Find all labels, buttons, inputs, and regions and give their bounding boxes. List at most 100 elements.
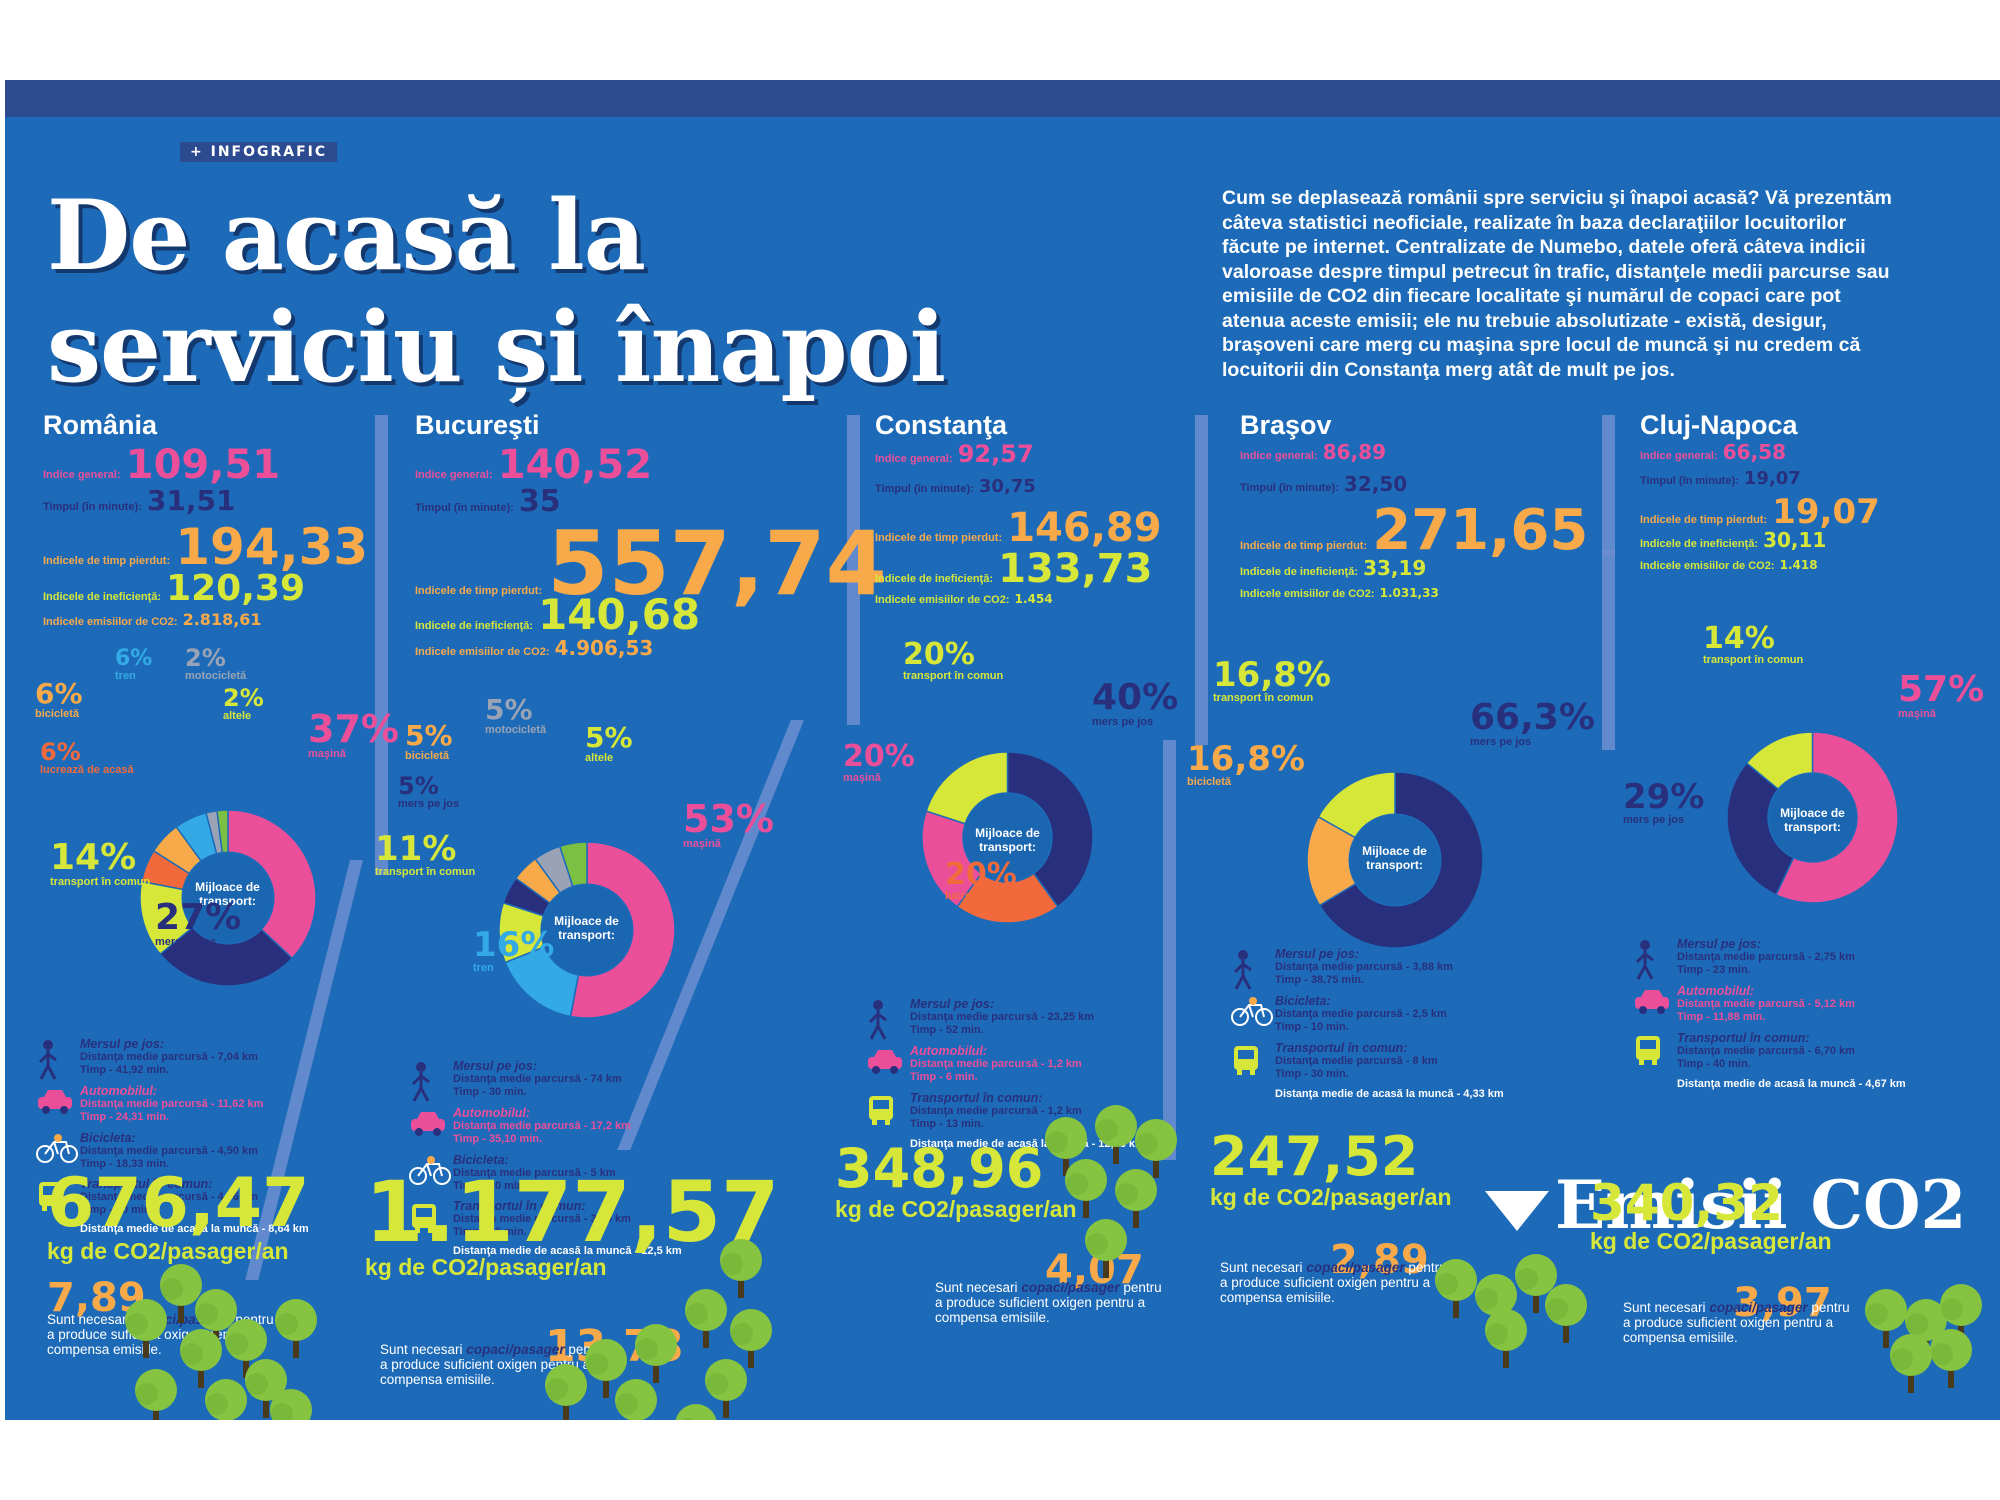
detail-heading: Transportul în comun: xyxy=(453,1199,586,1213)
donut-label-brasov: Mijloace de transport: xyxy=(1362,844,1427,872)
value: 92,57 xyxy=(957,440,1034,468)
donut-hole xyxy=(542,885,632,975)
pedestrian-icon xyxy=(1231,950,1255,994)
distanta-text: Distanţa medie de acasă la muncă - 4,67 … xyxy=(1677,1078,1906,1090)
tree-icon xyxy=(1863,1288,1909,1354)
donut-hole xyxy=(1769,774,1856,861)
pct-romania-3: 6% lucrează de acasă xyxy=(40,740,134,776)
value: 31,51 xyxy=(146,484,236,517)
bicycle-icon xyxy=(1231,997,1273,1031)
pct-label: transport în comun xyxy=(1703,654,1804,666)
value: 35 xyxy=(518,484,561,519)
pct-value: 40% xyxy=(1092,677,1179,718)
detail-line: Timp - 10 min. xyxy=(1275,1021,1349,1033)
pct-label: bicicletă xyxy=(35,708,80,720)
label: Indice general: xyxy=(415,469,493,481)
detail-heading: Automobilul: xyxy=(80,1084,158,1098)
pct-value: 5% xyxy=(398,772,439,800)
pct-value: 20% xyxy=(843,739,915,774)
label: Indice general: xyxy=(43,469,121,481)
tree-icon xyxy=(1063,1158,1109,1224)
pct-label: motocicletă xyxy=(485,724,547,736)
pct-label: bicicletă xyxy=(405,750,450,762)
pedestrian-icon xyxy=(36,1040,60,1084)
detail-heading: Transportul în comun: xyxy=(910,1091,1043,1105)
copaci-text-bucuresti: Sunt necesari copaci/pasager pentru a pr… xyxy=(380,1342,610,1387)
pedestrian-icon xyxy=(1633,940,1657,984)
pct-value: 5% xyxy=(405,719,453,752)
label: Indicele de ineficienţă: xyxy=(415,620,533,632)
detail-heading: Automobilul: xyxy=(910,1044,988,1058)
car-icon xyxy=(866,1047,904,1079)
detail-romania-mers: Mersul pe jos: Distanţa medie parcursă - … xyxy=(80,1038,258,1077)
pct-label: motocicletă xyxy=(185,670,247,682)
title-line-1: De acasă la xyxy=(47,179,646,292)
co2-unit: kg de CO2/pasager/an xyxy=(47,1238,289,1264)
copaci-text-cluj: Sunt necesari copaci/pasager pentru a pr… xyxy=(1623,1300,1853,1345)
detail-heading: Mersul pe jos: xyxy=(80,1037,165,1051)
romania-emisii: Indicele emisiilor de CO2: 2.818,61 xyxy=(43,610,262,629)
constanta-emisii: Indicele emisiilor de CO2: 1.454 xyxy=(875,588,1053,607)
brasov-emisii: Indicele emisiilor de CO2: 1.031,33 xyxy=(1240,582,1439,601)
pct-value: 6% xyxy=(35,677,83,710)
label: Indice general: xyxy=(1640,450,1718,462)
romania-general: Indice general: 109,51 xyxy=(43,442,280,488)
pct-label: maşină xyxy=(1898,708,1936,720)
detail-cluj-trans: Transportul în comun: Distanţa medie parc… xyxy=(1677,1032,1855,1071)
donut-slice-3 xyxy=(925,751,1009,825)
detail-heading: Bicicleta: xyxy=(1275,994,1331,1008)
tree-icon xyxy=(613,1378,659,1420)
pct-label: maşină xyxy=(308,748,346,760)
detail-heading: Mersul pe jos: xyxy=(910,997,995,1011)
donut-slice-7 xyxy=(216,809,229,854)
detail-constanta-auto: Automobilul: Distanţa medie parcursă - 1,… xyxy=(910,1045,1082,1084)
detail-line: Distanţa medie parcursă - 3,88 km xyxy=(1275,961,1453,973)
label: Indicele de ineficienţă: xyxy=(1240,566,1358,578)
detail-heading: Mersul pe jos: xyxy=(453,1059,538,1073)
tree-icon xyxy=(273,1298,319,1364)
bus-icon xyxy=(1231,1044,1261,1080)
label: Indicele de timp pierdut: xyxy=(875,532,1003,544)
detail-line: Timp - 30 min. xyxy=(1275,1068,1349,1080)
tree-icon xyxy=(133,1368,179,1420)
co2-unit: kg de CO2/pasager/an xyxy=(835,1196,1077,1222)
donut-slice-6 xyxy=(558,841,588,888)
pct-bucuresti-2: 11% transport în comun xyxy=(375,832,475,878)
donut-label-bucuresti: Mijloace de transport: xyxy=(554,914,619,942)
pct-cluj-1: 29% mers pe jos xyxy=(1623,780,1704,826)
pct-romania-6: 2% motocicletă xyxy=(185,646,246,682)
pct-value: 11% xyxy=(375,829,457,869)
value: 271,65 xyxy=(1372,498,1589,563)
tree-icon xyxy=(178,1328,224,1394)
sunt-text: Sunt necesari xyxy=(1623,1300,1706,1315)
co2-value: 247,52 xyxy=(1210,1125,1419,1188)
cluj-emisii: Indicele emisiilor de CO2: 1.418 xyxy=(1640,554,1818,573)
donut-hole xyxy=(183,853,273,943)
bus-icon xyxy=(866,1094,896,1130)
tree-icon xyxy=(543,1363,589,1420)
detail-line: Timp - 35,10 min. xyxy=(453,1133,543,1145)
donut-hole xyxy=(964,794,1051,881)
co2-brasov: 247,52 kg de CO2/pasager/an xyxy=(1210,1130,1452,1211)
detail-line: Distanţa medie parcursă - 7,04 km xyxy=(80,1051,258,1063)
donut-slice-0 xyxy=(1318,771,1484,949)
car-icon xyxy=(1633,987,1671,1019)
label: Indicele emisiilor de CO2: xyxy=(43,616,178,628)
pct-value: 6% xyxy=(40,738,81,766)
pct-bucuresti-1: 16% tren xyxy=(473,928,554,974)
detail-line: Distanţa medie parcursă - 1,2 km xyxy=(910,1058,1082,1070)
down-arrow-icon xyxy=(1485,1191,1549,1231)
tree-icon xyxy=(1483,1308,1529,1374)
pct-label: transport în comun xyxy=(375,866,476,878)
pct-constanta-2: 20% maşină xyxy=(843,739,915,785)
pct-value: 6% xyxy=(115,646,153,671)
detail-line: Timp - 38,75 min. xyxy=(1275,974,1365,986)
copaci-label: copaci/pasager xyxy=(1021,1280,1120,1295)
detail-line: Distanţa medie parcursă - 8 km xyxy=(1275,1055,1438,1067)
pct-constanta-1: 20% lucrează de acasă xyxy=(945,860,1039,903)
brasov-timp: Timpul (în minute): 32,50 xyxy=(1240,472,1407,496)
tree-icon xyxy=(1433,1258,1479,1324)
copaci-label: copaci/pasager xyxy=(1709,1300,1808,1315)
constanta-ineficienta: Indicele de ineficienţă: 133,73 xyxy=(875,546,1152,592)
pct-brasov-0: 66,3% mers pe jos xyxy=(1470,700,1595,749)
